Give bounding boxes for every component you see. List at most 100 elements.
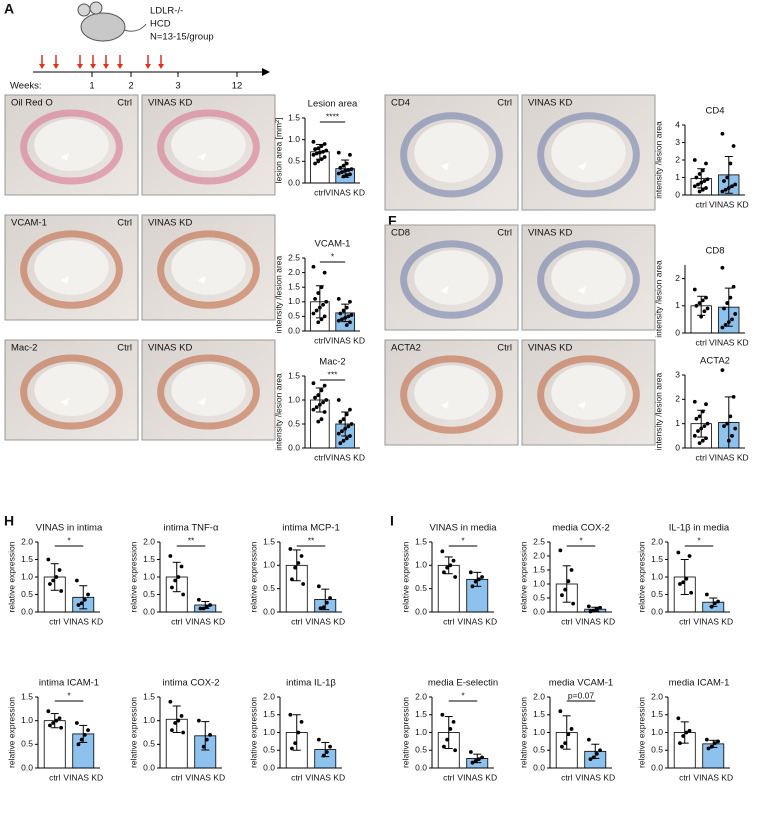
panel-letter: A <box>4 1 14 17</box>
data-point <box>468 750 473 754</box>
chart-title: ACTA2 <box>700 356 730 367</box>
data-point <box>181 592 186 597</box>
y-tick-label: 2.5 <box>288 252 300 262</box>
data-point <box>687 728 692 733</box>
data-point <box>442 744 446 749</box>
y-tick-label: 0.0 <box>415 762 427 772</box>
data-point <box>76 742 81 747</box>
data-point <box>588 757 593 762</box>
data-point <box>322 155 327 159</box>
panel-letter: I <box>390 513 394 529</box>
x-tick-label: ctrl <box>171 772 182 782</box>
data-point <box>586 737 591 742</box>
chart-title: CD8 <box>705 246 724 257</box>
y-tick-label: 2.0 <box>21 536 33 546</box>
data-point <box>57 568 62 572</box>
y-tick-label: 0 <box>675 189 680 199</box>
data-point <box>59 725 64 730</box>
x-tick-label: ctrl <box>171 616 182 626</box>
data-point <box>569 568 574 572</box>
data-point <box>720 368 725 373</box>
data-point <box>311 407 316 412</box>
lesion-arrowhead <box>197 153 206 161</box>
x-tick-label: ctrl <box>679 772 690 782</box>
stain-label: ACTA2 <box>391 343 421 354</box>
data-point <box>678 741 682 746</box>
x-tick-label: ctrl <box>561 616 572 626</box>
y-tick-label: 0 <box>675 442 680 452</box>
group-label: VINAS KD <box>528 98 572 109</box>
y-tick-label: 0.5 <box>533 745 545 755</box>
y-axis-label: lesion area [mm²] <box>273 118 283 184</box>
x-tick-label: ctrl <box>696 452 707 462</box>
data-point <box>338 311 343 316</box>
timeline-tick-label: 2 <box>128 81 133 92</box>
data-point <box>348 434 352 438</box>
data-point <box>480 575 484 579</box>
data-point <box>82 597 87 602</box>
data-point <box>311 311 316 316</box>
data-point <box>716 739 720 744</box>
data-point <box>349 422 354 426</box>
data-point <box>349 167 354 172</box>
data-point <box>348 407 352 412</box>
vessel-lumen <box>171 119 246 171</box>
data-point <box>709 744 714 749</box>
data-point <box>346 424 351 429</box>
timeline-label: Weeks: <box>10 81 42 92</box>
vessel-lumen <box>551 250 626 305</box>
data-point <box>79 737 84 742</box>
mouse-icon <box>77 1 147 42</box>
x-tick-label: ctrl <box>696 337 707 347</box>
x-tick-label: VINAS KD <box>575 616 615 626</box>
data-point <box>697 414 702 419</box>
data-point <box>448 563 453 568</box>
data-point <box>692 399 697 404</box>
timeline-arrowhead <box>262 68 270 76</box>
x-tick-label: ctrl <box>696 199 707 209</box>
y-tick-label: 2.0 <box>288 267 300 277</box>
data-point <box>704 402 708 407</box>
x-tick-label: ctrl <box>443 616 454 626</box>
data-point <box>176 575 181 579</box>
data-point <box>598 748 602 753</box>
y-tick-label: 0.5 <box>21 739 33 749</box>
data-point <box>476 757 481 762</box>
vessel-lumen <box>171 364 246 416</box>
data-point <box>343 315 348 320</box>
y-tick-label: 1.0 <box>415 727 427 737</box>
y-tick-label: 1.0 <box>415 560 427 570</box>
data-point <box>728 414 733 419</box>
data-point <box>316 159 321 164</box>
x-tick-label: VINAS KD <box>63 772 103 782</box>
data-point <box>322 314 327 319</box>
y-tick-label: 1.5 <box>288 281 300 291</box>
stain-label: CD4 <box>391 98 410 109</box>
model-text: HCD <box>150 19 171 30</box>
data-point <box>316 320 321 325</box>
data-point <box>594 751 599 756</box>
y-tick-label: 1.0 <box>288 394 300 404</box>
data-point <box>48 582 52 586</box>
y-tick-label: 0.5 <box>143 739 155 749</box>
data-point <box>336 150 341 155</box>
data-point <box>319 417 324 422</box>
data-point <box>341 438 346 443</box>
data-point <box>692 158 697 162</box>
lesion-arrowhead <box>440 162 449 171</box>
significance-label: ** <box>188 535 195 545</box>
data-point <box>694 175 699 180</box>
data-point <box>700 168 705 173</box>
y-tick-label: 1.0 <box>263 727 275 737</box>
data-point <box>348 172 352 177</box>
data-point <box>700 187 705 192</box>
vessel-wall <box>20 354 123 430</box>
x-tick-label: VINAS KD <box>709 452 749 462</box>
y-tick-label: 4 <box>675 119 680 129</box>
vessel-wall <box>157 109 260 185</box>
stain-label: Mac-2 <box>11 343 37 354</box>
y-tick-label: 1.5 <box>415 709 427 719</box>
y-tick-label: 2 <box>675 394 680 404</box>
data-point <box>699 314 704 319</box>
